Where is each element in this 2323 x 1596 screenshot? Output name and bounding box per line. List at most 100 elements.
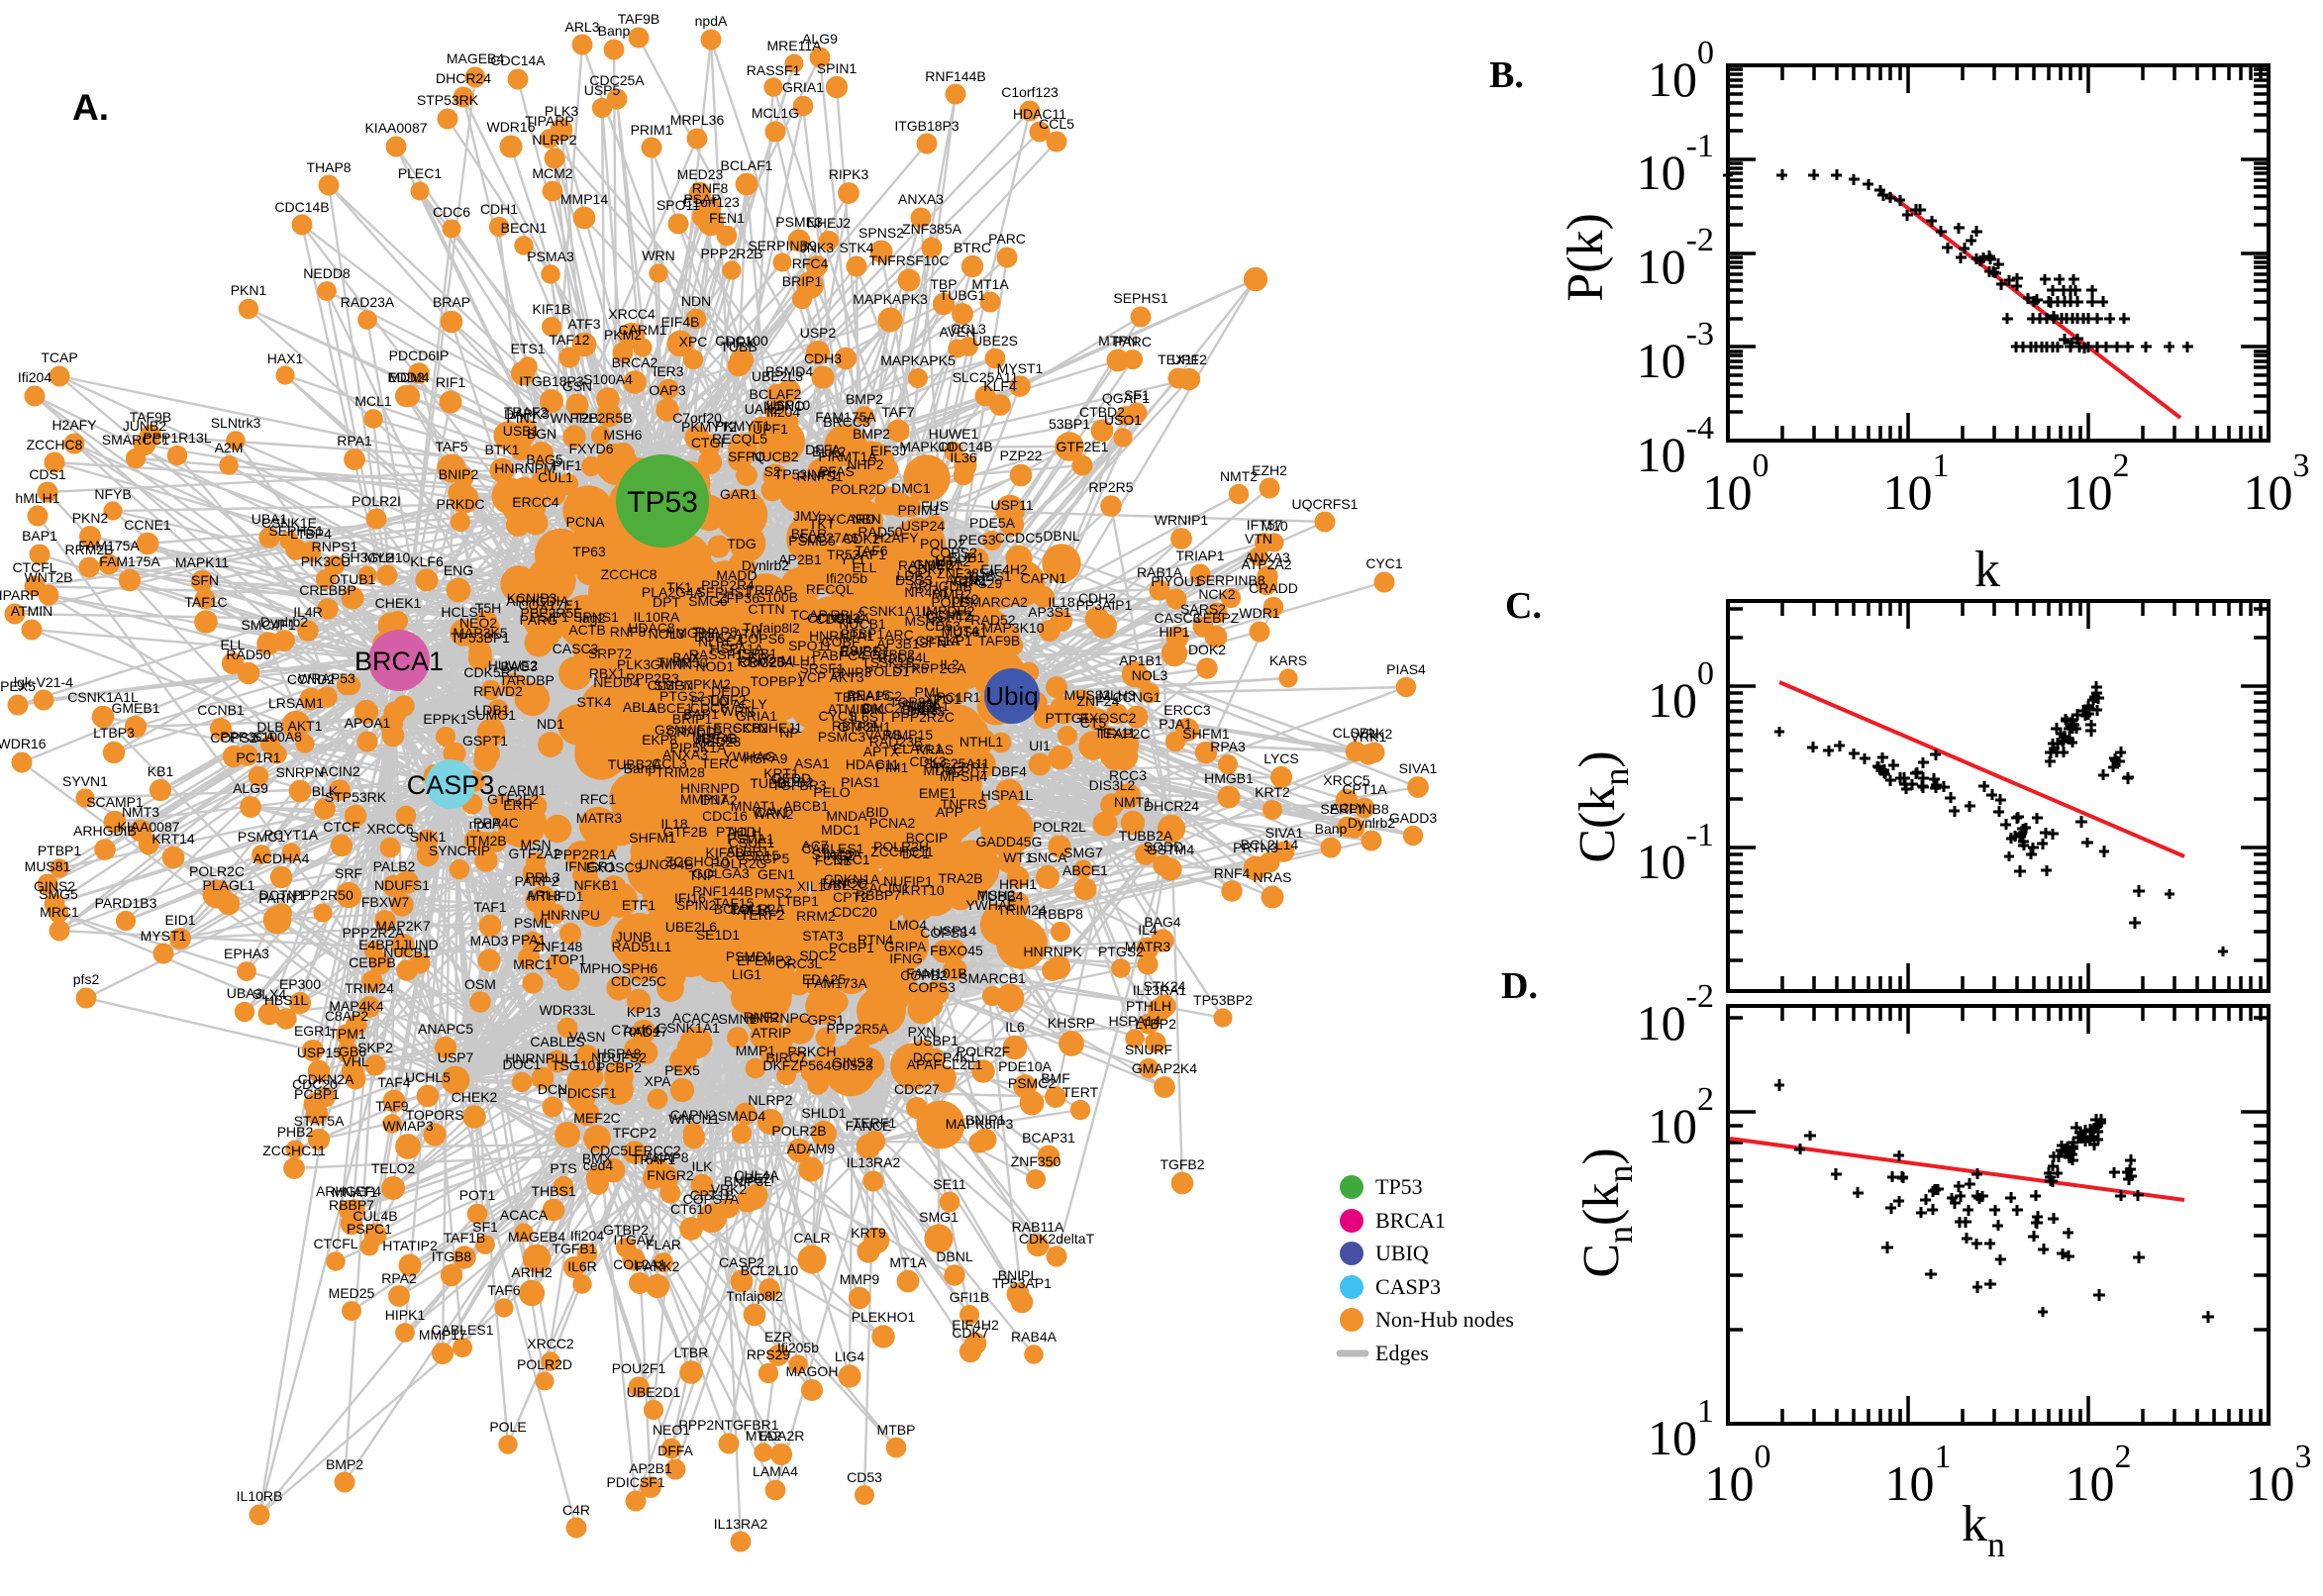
svg-text:ND1: ND1 — [537, 716, 564, 732]
svg-text:SF1: SF1 — [1124, 387, 1150, 403]
svg-text:MTPN: MTPN — [1098, 333, 1138, 349]
svg-text:ZNF350: ZNF350 — [1011, 1153, 1061, 1169]
svg-text:THAP8: THAP8 — [306, 159, 351, 175]
svg-text:VASN: VASN — [568, 1029, 605, 1045]
svg-text:UQCRFS1: UQCRFS1 — [1292, 496, 1359, 512]
svg-text:NEDD4: NEDD4 — [593, 674, 641, 690]
svg-text:TP53: TP53 — [627, 486, 698, 519]
svg-text:NR4A1: NR4A1 — [904, 584, 949, 600]
svg-text:DHCR24: DHCR24 — [436, 70, 491, 86]
svg-text:SPIN1: SPIN1 — [817, 60, 858, 76]
svg-text:KLF6: KLF6 — [410, 553, 444, 569]
svg-text:CSUE1: CSUE1 — [729, 835, 775, 850]
svg-text:BCL2L14: BCL2L14 — [1241, 837, 1299, 852]
svg-text:LIG4: LIG4 — [835, 1348, 865, 1364]
svg-text:BRCC3: BRCC3 — [823, 414, 870, 430]
svg-text:CYC1: CYC1 — [1365, 555, 1403, 571]
svg-text:NOD1: NOD1 — [696, 658, 735, 674]
svg-text:GADD45G: GADD45G — [976, 834, 1043, 849]
svg-text:TAF6: TAF6 — [487, 1282, 520, 1298]
svg-text:SARS2: SARS2 — [1180, 601, 1226, 617]
svg-text:ZCCHC11: ZCCHC11 — [262, 1143, 326, 1158]
svg-text:H2AFY: H2AFY — [51, 417, 97, 433]
svg-text:PSMC1: PSMC1 — [238, 829, 285, 845]
svg-text:PALB2: PALB2 — [373, 858, 416, 874]
svg-text:MCL1G: MCL1G — [752, 105, 799, 121]
svg-text:STK4: STK4 — [839, 240, 873, 255]
svg-text:LTBR: LTBR — [674, 1345, 709, 1360]
svg-text:CDC27: CDC27 — [894, 1081, 940, 1097]
svg-text:CCNB1: CCNB1 — [197, 702, 245, 718]
svg-text:CSNK1A1: CSNK1A1 — [656, 1020, 720, 1036]
svg-text:TNFRSF10C: TNFRSF10C — [869, 252, 950, 268]
svg-text:DBF4: DBF4 — [991, 763, 1027, 779]
svg-text:CDC14B: CDC14B — [274, 199, 329, 215]
svg-text:AKT1: AKT1 — [287, 718, 322, 734]
svg-text:PRKCH: PRKCH — [787, 1044, 836, 1059]
svg-text:TRIM24: TRIM24 — [345, 980, 394, 996]
svg-text:CDS1: CDS1 — [29, 466, 66, 482]
svg-text:PPP2R4: PPP2R4 — [701, 577, 755, 593]
svg-text:STAT5A: STAT5A — [294, 1113, 345, 1129]
svg-text:CTCFL: CTCFL — [313, 1236, 357, 1251]
svg-text:TRA2B: TRA2B — [938, 870, 982, 886]
svg-text:SE1D1: SE1D1 — [696, 927, 741, 943]
svg-text:CDC16: CDC16 — [702, 808, 748, 824]
svg-text:TP53INP1: TP53INP1 — [774, 466, 839, 482]
svg-text:NDN: NDN — [681, 293, 711, 309]
svg-text:GINS2: GINS2 — [34, 878, 75, 894]
svg-text:PPP2R1A: PPP2R1A — [554, 847, 617, 862]
svg-text:KIF1B: KIF1B — [533, 301, 571, 317]
svg-text:SRF: SRF — [335, 865, 362, 881]
svg-text:SLC25A11: SLC25A11 — [953, 369, 1019, 385]
svg-text:TUBB2A: TUBB2A — [1119, 828, 1173, 844]
svg-text:ARC: ARC — [884, 627, 914, 643]
svg-text:POLR2I: POLR2I — [352, 493, 401, 509]
svg-text:ITGB18P3: ITGB18P3 — [894, 118, 960, 134]
svg-text:HIPK1: HIPK1 — [385, 1307, 426, 1323]
svg-text:HSPA8: HSPA8 — [597, 1046, 642, 1061]
svg-text:XRCC4: XRCC4 — [608, 306, 656, 322]
svg-text:FAM173A: FAM173A — [806, 975, 867, 991]
svg-text:PDICSF1: PDICSF1 — [606, 1474, 664, 1490]
svg-text:BCCIP: BCCIP — [906, 830, 949, 846]
svg-text:PSML: PSML — [514, 915, 552, 931]
svg-text:DIS3L2: DIS3L2 — [1089, 777, 1136, 793]
svg-text:GEN1: GEN1 — [758, 866, 795, 882]
svg-text:Banp: Banp — [1315, 821, 1348, 837]
svg-text:pfs2: pfs2 — [73, 971, 100, 987]
svg-text:IL6R: IL6R — [567, 1258, 597, 1274]
svg-text:FBXW7: FBXW7 — [361, 894, 409, 910]
svg-text:SEPHS1: SEPHS1 — [268, 523, 323, 539]
svg-text:B.: B. — [1489, 54, 1524, 96]
svg-text:MDM4: MDM4 — [388, 369, 429, 385]
svg-text:SDC2: SDC2 — [799, 948, 837, 963]
svg-text:TBP: TBP — [930, 276, 957, 292]
svg-text:MAP3K10: MAP3K10 — [981, 620, 1044, 636]
svg-text:FEN1: FEN1 — [709, 210, 745, 226]
svg-text:OEDD: OEDD — [771, 770, 811, 786]
svg-text:TNF: TNF — [688, 867, 715, 883]
svg-text:CABLES1: CABLES1 — [431, 1322, 493, 1338]
svg-text:PIM1: PIM1 — [876, 759, 909, 775]
svg-text:SMARCC1: SMARCC1 — [102, 432, 170, 448]
svg-text:NOL3: NOL3 — [1132, 667, 1168, 683]
svg-text:UI1: UI1 — [1029, 738, 1051, 753]
svg-text:ELAVL1: ELAVL1 — [893, 741, 944, 756]
svg-text:TERT: TERT — [1062, 1084, 1099, 1100]
svg-text:YY1: YY1 — [840, 551, 866, 567]
svg-text:RP2R5: RP2R5 — [1088, 479, 1133, 495]
svg-text:YWHAE: YWHAE — [965, 897, 1016, 913]
svg-text:FXYD6: FXYD6 — [568, 441, 613, 456]
svg-text:STP53RK: STP53RK — [325, 789, 387, 805]
svg-text:GTF2E1: GTF2E1 — [1057, 439, 1109, 454]
svg-text:UBE2L3: UBE2L3 — [752, 368, 803, 384]
svg-text:POLR2D: POLR2D — [831, 481, 886, 497]
svg-text:MNAT1: MNAT1 — [332, 1184, 378, 1200]
svg-text:PCNA: PCNA — [566, 514, 606, 530]
svg-text:BRCA1: BRCA1 — [354, 647, 444, 676]
svg-text:HSPB1: HSPB1 — [732, 646, 777, 661]
svg-text:GTF2F2: GTF2F2 — [487, 791, 539, 807]
svg-text:TAF1C: TAF1C — [184, 594, 227, 610]
svg-text:ADAM9: ADAM9 — [787, 1141, 835, 1156]
